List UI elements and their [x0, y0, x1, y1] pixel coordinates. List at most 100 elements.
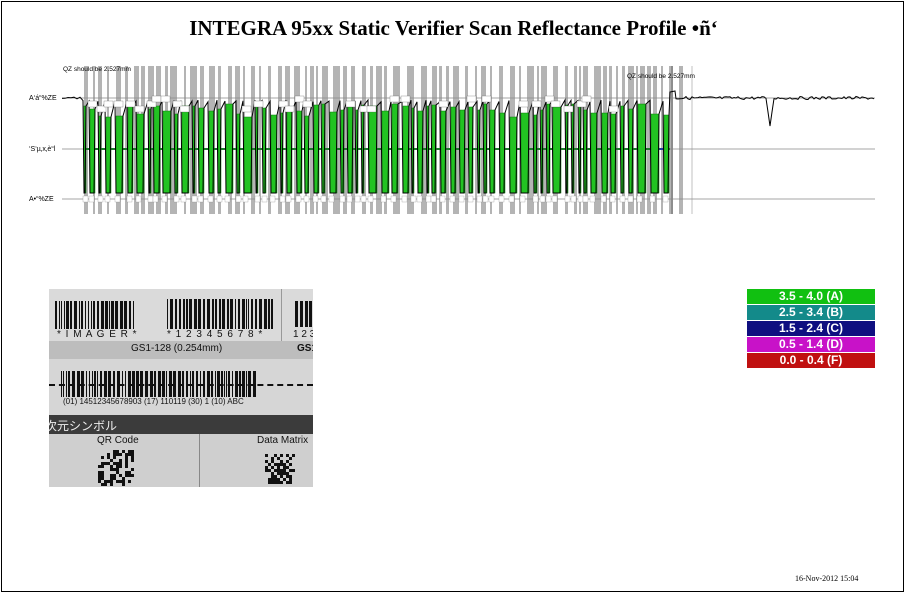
element-width-box [508, 195, 515, 203]
matrix-module [113, 450, 116, 453]
barcode-bar [104, 371, 107, 397]
element-label-box [389, 95, 400, 103]
element-width-box [197, 195, 204, 203]
matrix-module [110, 483, 113, 486]
matrix-module [265, 454, 268, 457]
element-width-box [482, 195, 489, 203]
imager-barcode [55, 301, 137, 329]
matrix-module [101, 483, 104, 486]
barcode-bar [162, 371, 165, 397]
matrix-module [271, 457, 274, 460]
element-width-box [401, 195, 408, 203]
element-width-box [439, 195, 446, 203]
element-bar [475, 66, 477, 214]
element-width-box [467, 195, 474, 203]
barcode-bar [79, 301, 80, 329]
barcode-bar [63, 371, 64, 397]
qz-annotation-right: QZ should be 2.527mm [627, 73, 695, 80]
matrix-module [110, 474, 113, 477]
legend-grade-a: 3.5 - 4.0 (A) [747, 289, 875, 304]
element-bar [465, 66, 468, 214]
barcode-bar [232, 371, 233, 397]
element-label-box [481, 95, 492, 103]
digits-barcode [167, 299, 275, 329]
element-label-box [366, 105, 377, 113]
matrix-module [274, 469, 277, 472]
element-label-box [550, 100, 561, 108]
matrix-module [277, 466, 280, 469]
element-width-box [430, 195, 437, 203]
element-label-box [134, 105, 145, 113]
element-bar [259, 66, 261, 214]
barcode-bar [93, 301, 95, 329]
barcode-bar [242, 371, 245, 397]
digits-caption: * 1 2 3 4 5 6 7 8 * [167, 329, 264, 340]
gs1-caption: GS1-128 (0.254mm) [131, 343, 223, 354]
matrix-module [110, 459, 113, 462]
barcode-bars [55, 301, 134, 329]
matrix-module [274, 481, 277, 484]
barcode-bar [203, 299, 205, 329]
barcode-bar [239, 371, 241, 397]
matrix-module [286, 460, 289, 463]
element-label-box [608, 105, 619, 113]
matrix-module [101, 456, 104, 459]
matrix-module [113, 456, 116, 459]
element-width-box [104, 195, 111, 203]
element-width-box [191, 195, 198, 203]
barcode-bar [190, 371, 191, 397]
matrix-module [286, 466, 289, 469]
qr-code-symbol [98, 450, 134, 486]
element-label-box [438, 100, 449, 108]
barcode-bar [105, 301, 108, 329]
barcode-bar [207, 371, 210, 397]
element-label-box [278, 100, 289, 108]
element-label-box [151, 95, 162, 103]
element-width-box [367, 195, 374, 203]
element-label-box [241, 105, 252, 113]
element-width-box [545, 195, 552, 203]
barcode-bar [101, 301, 104, 329]
matrix-module [271, 481, 274, 484]
element-width-box [519, 195, 526, 203]
matrix-module [271, 466, 274, 469]
matrix-module [131, 456, 134, 459]
partial-barcode [295, 301, 313, 327]
element-width-box [458, 195, 465, 203]
element-width-box [476, 195, 483, 203]
barcode-bar [227, 299, 229, 329]
matrix-module [268, 469, 271, 472]
matrix-module [280, 472, 283, 475]
matrix-module [271, 478, 274, 481]
barcode-photo: * I M A G E R * * 1 2 3 4 5 6 7 8 * 1 2 … [49, 289, 313, 487]
element-label-box [302, 100, 313, 108]
element-label-box [345, 100, 356, 108]
element-width-box [380, 195, 387, 203]
barcode-bar [74, 301, 77, 329]
matrix-module [131, 474, 134, 477]
matrix-module [122, 450, 125, 453]
element-labels [82, 95, 669, 203]
barcode-bar [173, 371, 176, 397]
matrix-module [292, 469, 295, 472]
barcode-bar [207, 299, 210, 329]
barcode-bar [235, 371, 238, 397]
legend-grade-d: 0.5 - 1.4 (D) [747, 337, 875, 352]
barcode-bar [122, 371, 123, 397]
matrix-module [125, 474, 128, 477]
matrix-module [128, 474, 131, 477]
element-width-box [609, 195, 616, 203]
element-bar [616, 66, 618, 214]
element-bar [310, 66, 314, 214]
matrix-module [116, 468, 119, 471]
barcode-bar [94, 371, 96, 397]
matrix-module [277, 481, 280, 484]
barcode-bar [125, 371, 126, 397]
barcode-bar [212, 299, 214, 329]
matrix-module [110, 468, 113, 471]
element-fills [83, 103, 670, 194]
matrix-module [101, 462, 104, 465]
barcode-bars [61, 371, 256, 397]
element-width-box [261, 195, 268, 203]
element-label-box [172, 100, 183, 108]
